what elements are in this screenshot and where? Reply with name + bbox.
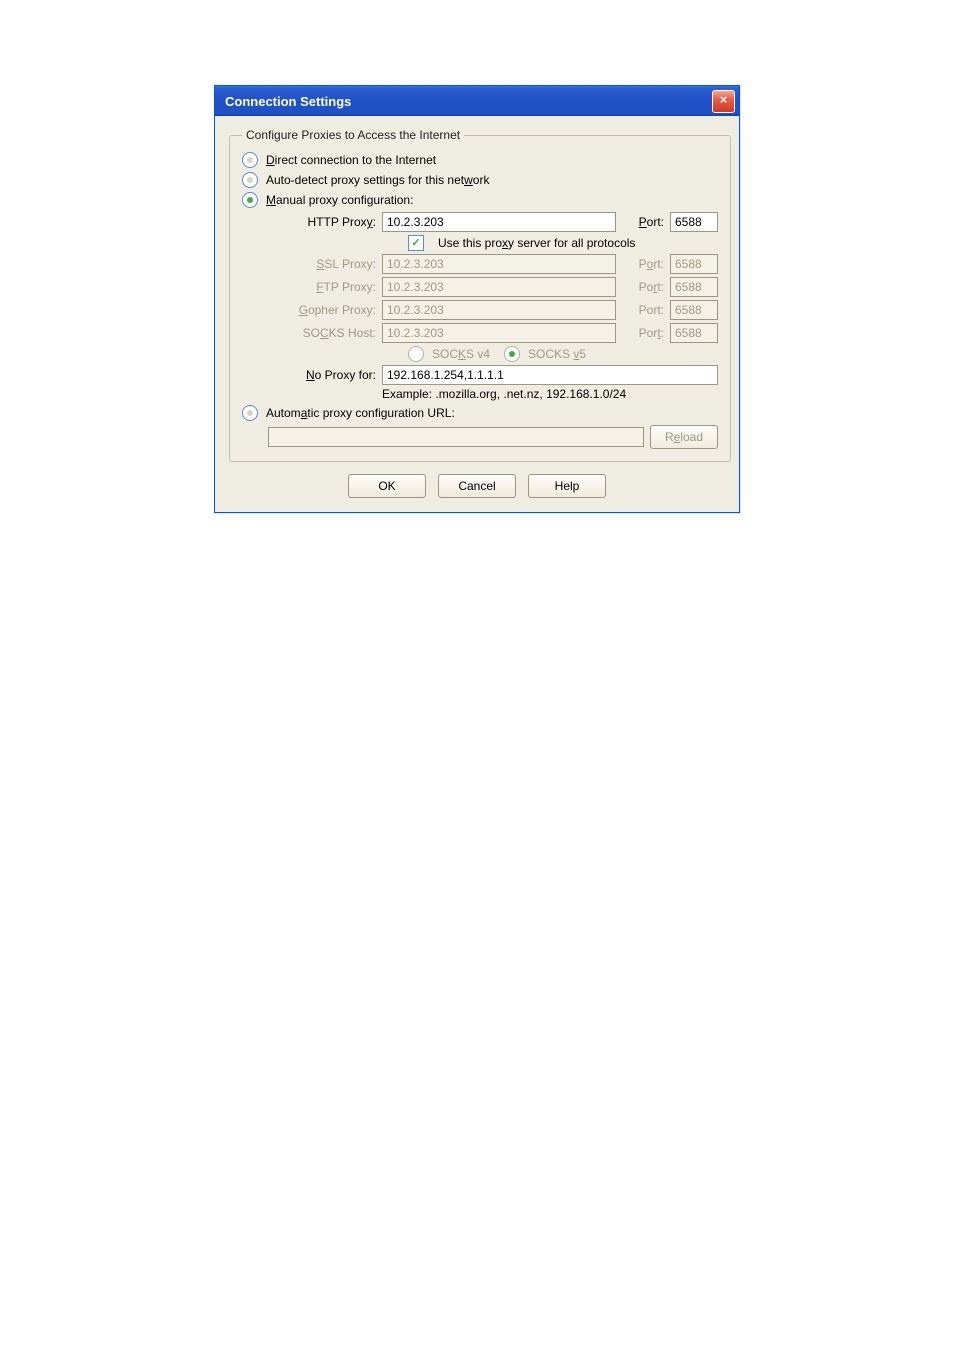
socks-host-label: SOCKS Host: [268,326,382,340]
reload-button-label: Reload [665,430,703,444]
ssl-port-input [670,254,718,274]
radio-autourl-label: Automatic proxy configuration URL: [266,406,455,420]
ssl-proxy-input [382,254,616,274]
radio-manual-row[interactable]: Manual proxy configuration: [242,192,718,208]
socks-v4-option: SOCKS v4 [408,346,490,362]
dialog-button-row: OK Cancel Help [229,474,725,498]
reload-button: Reload [650,425,718,449]
ftp-proxy-label: FTP Proxy: [268,280,382,294]
radio-socks-v5 [504,346,520,362]
help-button[interactable]: Help [528,474,606,498]
ssl-proxy-label: SSL Proxy: [268,257,382,271]
radio-autourl[interactable] [242,405,258,421]
group-legend: Configure Proxies to Access the Internet [242,128,464,142]
http-port-input[interactable] [670,212,718,232]
ssl-port-label: Port: [616,257,670,271]
radio-direct-label: Direct connection to the Internet [266,153,436,167]
gopher-port-input [670,300,718,320]
gopher-proxy-row: Gopher Proxy: Port: [268,300,718,320]
all-protocols-checkbox[interactable] [408,235,424,251]
socks-host-input [382,323,616,343]
socks-v4-label: SOCKS v4 [432,347,490,361]
http-proxy-input[interactable] [382,212,616,232]
no-proxy-input[interactable] [382,365,718,385]
http-proxy-row: HTTP Proxy: Port: [268,212,718,232]
dialog-body: Configure Proxies to Access the Internet… [215,116,739,512]
radio-manual-label: Manual proxy configuration: [266,193,413,207]
ok-button[interactable]: OK [348,474,426,498]
autourl-input [268,427,644,447]
no-proxy-label: No Proxy for: [268,368,382,382]
no-proxy-example: Example: .mozilla.org, .net.nz, 192.168.… [382,387,718,401]
radio-autodetect-row[interactable]: Auto-detect proxy settings for this netw… [242,172,718,188]
socks-port-input [670,323,718,343]
socks-v5-label: SOCKS v5 [528,347,586,361]
close-icon[interactable]: × [712,90,735,113]
socks-host-row: SOCKS Host: Port: [268,323,718,343]
ssl-proxy-row: SSL Proxy: Port: [268,254,718,274]
http-port-label: Port: [616,215,670,229]
radio-autourl-row[interactable]: Automatic proxy configuration URL: [242,405,718,421]
all-protocols-label: Use this proxy server for all protocols [438,236,635,250]
proxy-grid: HTTP Proxy: Port: Use this proxy server … [268,212,718,362]
socks-version-row: SOCKS v4 SOCKS v5 [408,346,718,362]
gopher-proxy-input [382,300,616,320]
radio-autodetect-label: Auto-detect proxy settings for this netw… [266,173,489,187]
gopher-port-label: Port: [616,303,670,317]
all-protocols-row[interactable]: Use this proxy server for all protocols [408,235,718,251]
cancel-button[interactable]: Cancel [438,474,516,498]
window-title: Connection Settings [225,94,712,109]
socks-v5-option: SOCKS v5 [504,346,586,362]
no-proxy-row: No Proxy for: [268,365,718,385]
ftp-port-label: Port: [616,280,670,294]
radio-manual[interactable] [242,192,258,208]
radio-direct[interactable] [242,152,258,168]
proxy-group: Configure Proxies to Access the Internet… [229,128,731,462]
radio-direct-row[interactable]: Direct connection to the Internet [242,152,718,168]
socks-port-label: Port: [616,326,670,340]
ftp-port-input [670,277,718,297]
titlebar: Connection Settings × [215,86,739,116]
radio-socks-v4 [408,346,424,362]
radio-autodetect[interactable] [242,172,258,188]
autourl-input-row: Reload [268,425,718,449]
ftp-proxy-row: FTP Proxy: Port: [268,277,718,297]
connection-settings-dialog: Connection Settings × Configure Proxies … [214,85,740,513]
ftp-proxy-input [382,277,616,297]
http-proxy-label: HTTP Proxy: [268,215,382,229]
gopher-proxy-label: Gopher Proxy: [268,303,382,317]
